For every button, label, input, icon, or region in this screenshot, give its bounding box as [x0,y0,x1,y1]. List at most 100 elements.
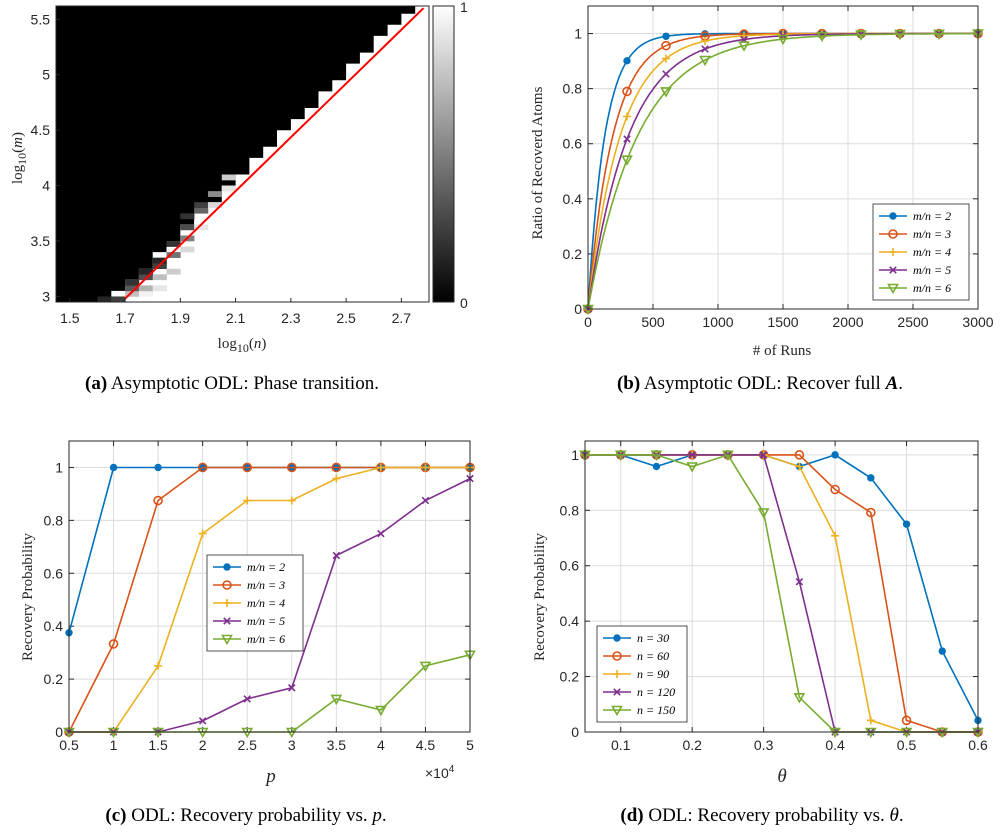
data-point [662,32,670,40]
data-point [793,693,806,704]
data-point [154,661,163,670]
x-tick-label: 1 [110,737,118,753]
data-point [154,463,162,472]
data-point [831,531,840,540]
x-tick-label: 2 [199,737,207,753]
x-tick-label: 0.5 [897,737,917,753]
heatmap-cell [194,224,209,231]
data-point [902,520,911,528]
legend-label: n = 60 [637,649,669,663]
svg-text:log10(n): log10(n) [218,336,267,355]
plot-frame [587,5,979,310]
data-point [777,34,789,46]
heatmap-cell [125,285,140,292]
heatmap-cell [152,274,167,281]
data-point [198,717,207,725]
data-point [623,135,631,143]
heatmap-cell [221,185,236,192]
data-point [794,450,805,460]
heatmap-cell [180,246,195,253]
y-tick-label: 4 [42,178,50,194]
legend-label: m/n = 4 [913,245,951,259]
data-point [660,87,672,98]
data-point [330,694,343,706]
heatmap-ylabel: log10(m) [10,132,29,184]
data-point [866,716,875,725]
y-tick-label: 0.6 [563,136,583,152]
data-point [375,705,387,717]
heatmap-frame [55,5,430,303]
y-tick-label: 3 [42,288,50,304]
legend-label: m/n = 3 [913,227,951,241]
data-point [243,695,251,703]
colorbar-bar [432,5,455,303]
data-point [831,451,839,459]
heatmap-ticks: 1.5 1.7 1.9 2.1 2.3 2.5 2.7 3 3.5 4 4.5 5 5.5 [31,11,412,326]
b-ylabel: Ratio of Recoverd Atoms [530,86,546,239]
data-point [650,450,663,461]
heatmap-cell [152,257,167,264]
data-point [108,639,119,649]
heatmap-cell [207,191,223,197]
data-point [938,647,946,655]
panel-a: 1.5 1.7 1.9 2.1 2.3 2.5 2.733.544.555.5 10 log… [10,0,468,394]
legend-marker [889,212,897,220]
x-tick-label: 3000 [962,314,993,330]
legend-marker [222,580,232,590]
legend-marker [613,688,621,696]
heatmap-plot [55,5,430,303]
data-point [795,578,804,586]
x-tick-label: 2.7 [392,310,412,326]
heatmap-xlabel: log10(n) [218,336,267,355]
data-point [701,45,709,53]
c-xlabel: p [264,766,276,787]
data-point [699,55,711,67]
data-point [198,529,207,538]
y-tick-label: 0.6 [44,565,64,581]
x-tick-label: 2.5 [237,737,257,753]
heatmap-cell [125,290,140,297]
plot-frame [584,440,979,733]
data-point [816,31,828,43]
y-tick-label: 1 [574,26,582,42]
data-point [855,30,867,41]
x-tick-label: 0.6 [968,737,988,753]
y-tick-label: 0.4 [44,618,64,634]
y-tick-label: 0 [574,301,582,317]
data-point [894,29,906,41]
heatmap-cell [138,285,154,292]
x-tick-label: 0 [584,314,592,330]
data-point [288,684,296,692]
data-point [286,462,297,473]
x-tick-label: 1000 [702,314,733,330]
legend-marker [887,283,899,295]
data-point [933,29,945,40]
heatmap-cell [221,174,236,181]
y-tick-label: 0 [55,724,63,740]
y-tick-label: 0.8 [563,81,583,97]
data-point [740,31,748,40]
data-point [197,462,208,473]
panel-c: 0.5 1 1.5 2 2.5 3 3.5 4 4.5 5 0 0.2 0.4 0.6 0.8 1 m/n = … [20,440,476,826]
data-point [287,496,296,505]
x-tick-label: 2.5 [336,310,356,326]
legend-marker [223,599,231,607]
heatmap-cell [194,207,209,214]
data-point [622,86,632,97]
svg-text:log10(m): log10(m) [10,132,29,184]
data-point [701,36,709,45]
heatmap-cell [138,290,154,297]
data-point [332,474,341,483]
recovery-vs-p-plot: 0.5 1 1.5 2 2.5 3 3.5 4 4.5 5 0 0.2 0.4 0.6 0.8 1 m/n = … [44,440,476,753]
colorbar-tick-min: 0 [460,295,468,311]
heatmap-cell [138,268,154,275]
data-point [901,715,912,726]
legend-marker [889,266,897,274]
data-point [153,495,163,506]
c-ylabel: Recovery Probability [20,533,36,661]
x-tick-label: 0.2 [682,737,702,753]
heatmap-cell [111,296,126,303]
legend-marker [613,634,621,642]
y-tick-label: 0.8 [44,512,64,528]
data-point [621,155,633,166]
